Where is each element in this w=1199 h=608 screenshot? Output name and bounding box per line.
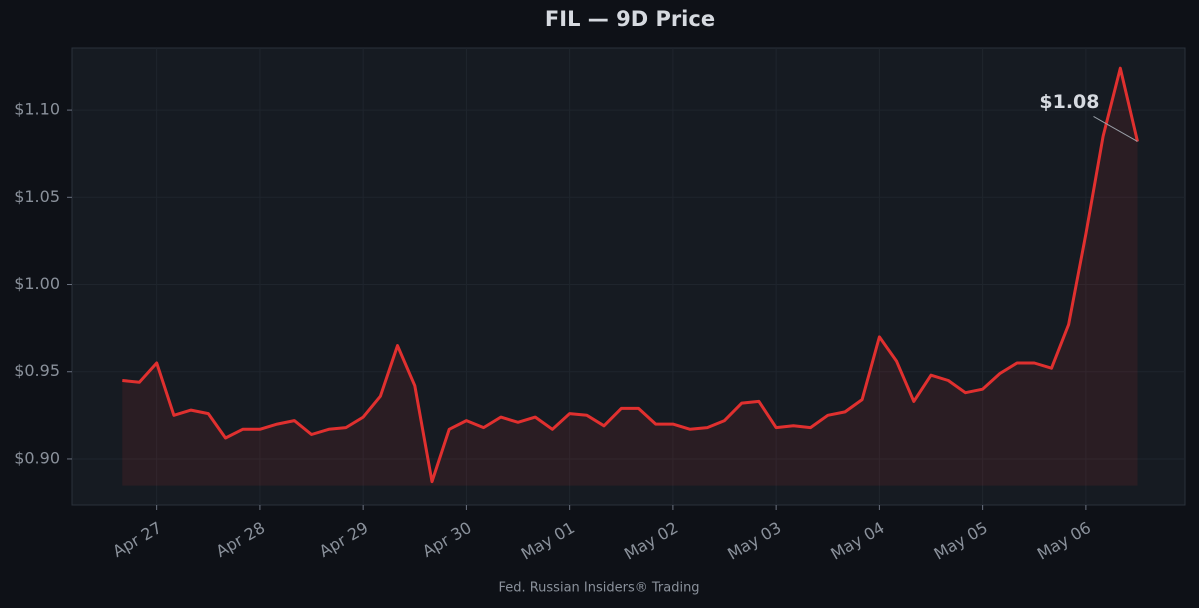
y-tick-label: $0.90 (14, 448, 60, 467)
footer: Fed. Russian Insiders® Trading (498, 581, 699, 596)
y-tick-label: $1.10 (14, 100, 60, 119)
y-tick-label: $1.00 (14, 274, 60, 293)
area (122, 68, 1138, 486)
chart-title: FIL — 9D Price (545, 7, 715, 31)
y-tick-label: $1.05 (14, 187, 60, 206)
y-tick-label: $0.95 (14, 361, 60, 380)
annotation: $1.08 (1039, 91, 1099, 113)
line (122, 66, 1139, 484)
annotation-arrow (1093, 116, 1138, 142)
